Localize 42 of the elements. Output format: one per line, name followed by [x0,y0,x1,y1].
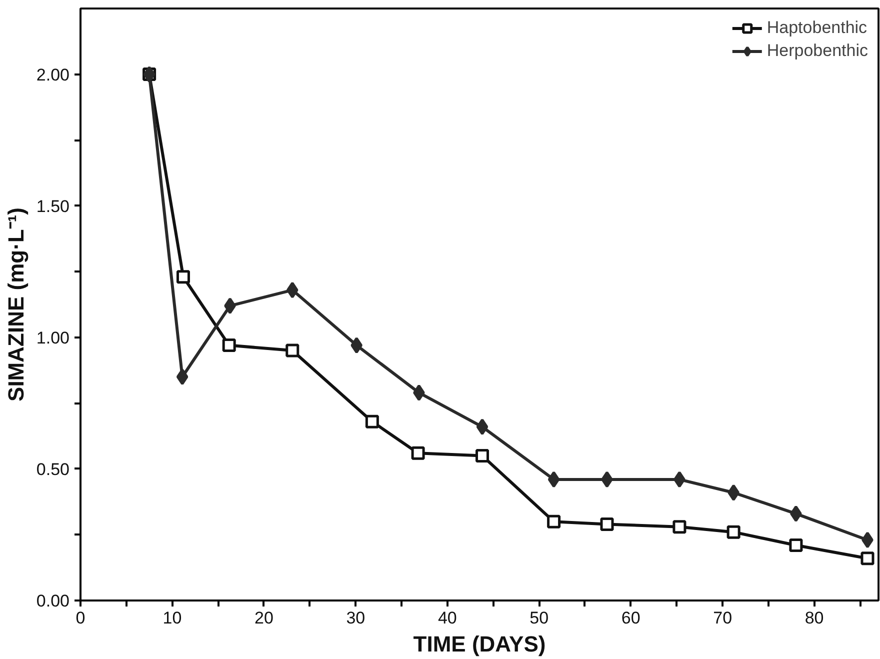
x-tick-label: 30 [346,608,366,628]
point [789,538,803,552]
point [548,471,560,488]
x-tick-label: 10 [162,608,182,628]
y-tick-label: 1.50 [36,196,70,216]
point [674,471,686,488]
x-tick-label: 50 [530,608,549,628]
point [222,338,236,352]
point [860,552,874,566]
x-tick-label: 0 [76,608,86,628]
legend-label: Haptobenthic [766,18,868,38]
point [862,532,874,548]
point [547,514,561,528]
x-tick-label: 70 [713,608,732,628]
point [286,344,300,358]
point [413,384,425,401]
point [224,298,236,314]
point [476,418,488,436]
point [601,471,613,488]
x-tick-label: 40 [438,608,457,628]
point [365,414,379,428]
point [411,446,425,460]
point [176,368,188,386]
x-tick-label: 60 [621,608,640,628]
y-tick-label: 1.00 [36,328,70,348]
x-tick-label: 20 [254,608,274,628]
y-axis-title: SIMAZINE (mg·L⁻¹) [3,208,28,402]
y-tick-label: 0.00 [36,592,70,610]
y-tick-label: 0.50 [36,460,70,479]
y-tick-label: 2.00 [36,65,70,84]
point [286,282,298,298]
point [476,449,489,463]
point [728,484,740,501]
x-tick-label: 80 [804,608,824,628]
point [790,505,802,522]
x-axis-title: TIME (DAYS) [413,632,546,656]
legend-label: Herpobenthic [766,41,868,61]
point [350,337,363,354]
point [600,517,614,531]
point [176,270,190,284]
point [672,520,686,534]
point [726,525,740,539]
